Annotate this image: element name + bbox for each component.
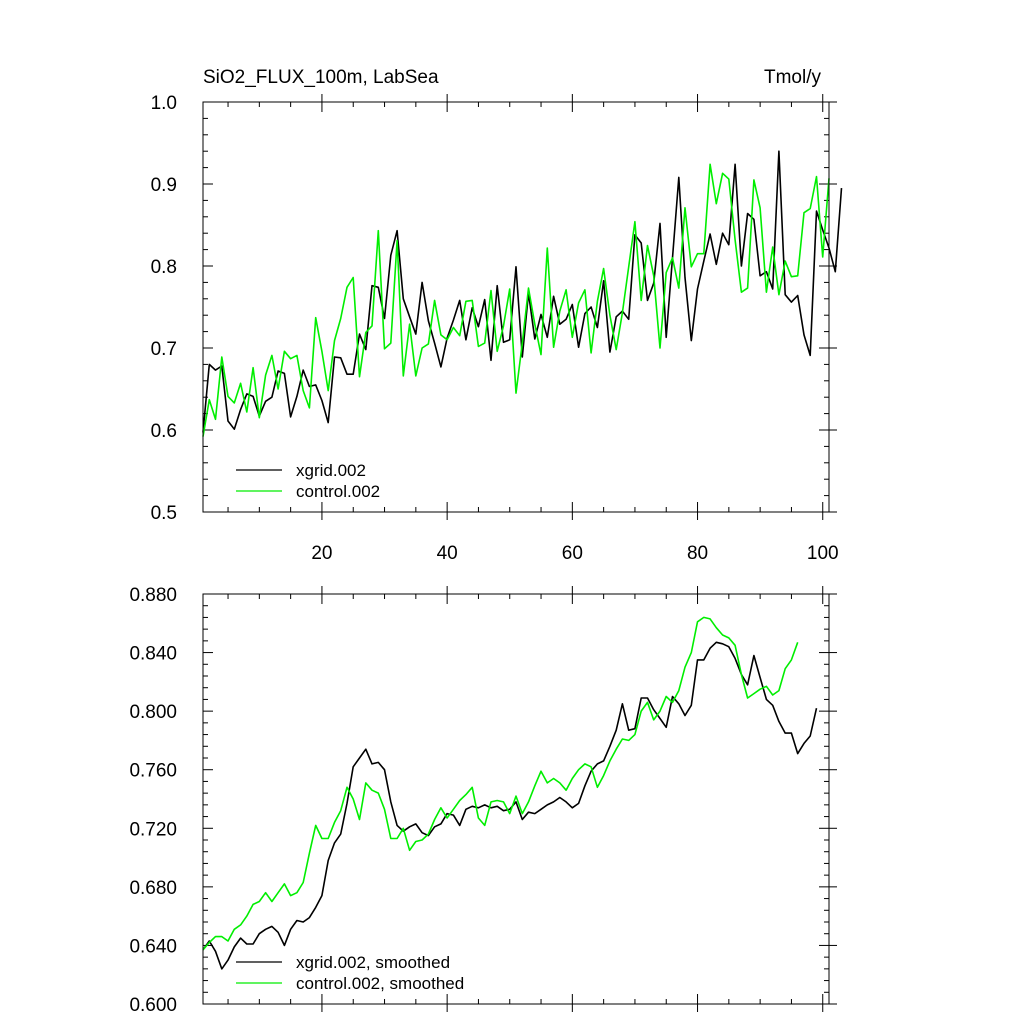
x-tick-label: 20 [311,543,332,564]
units-label: Tmol/y [764,67,822,88]
y-tick-label: 0.880 [129,585,177,606]
y-tick-label: 0.8 [151,257,177,278]
series-line-xgrid-002-smoothed [202,641,818,970]
series-line-control-002 [202,163,830,437]
legend: xgrid.002, smoothed control.002, smoothe… [236,953,464,993]
chart-title: SiO2_FLUX_100m, LabSea [203,67,439,88]
legend-label-xgrid: xgrid.002 [296,461,366,480]
y-tick-label: 0.600 [129,995,177,1016]
plot-frame [202,101,830,513]
y-tick-label: 0.680 [129,878,177,899]
y-tick-label: 0.720 [129,819,177,840]
y-tick-label: 0.6 [151,421,177,442]
tick-labels: 0.600 0.640 0.680 0.720 0.760 0.800 0.840 0.880 [129,585,177,1016]
x-tick-label: 60 [562,543,583,564]
y-tick-label: 0.5 [151,503,177,524]
legend: xgrid.002 control.002 [236,461,380,501]
y-tick-label: 1.0 [151,93,177,114]
y-tick-label: 0.9 [151,175,177,196]
series-line-control-002-smoothed [202,616,799,951]
series-lines [202,150,843,437]
bottom-panel: 0.600 0.640 0.680 0.720 0.760 0.800 0.840 0.880… [129,585,837,1016]
y-tick-label: 0.640 [129,936,177,957]
legend-label-control-smoothed: control.002, smoothed [296,974,464,993]
axis-ticks [203,94,837,520]
axis-ticks [203,586,837,1012]
series-lines [202,616,818,970]
top-panel: SiO2_FLUX_100m, LabSea Tmol/y 20 40 60 80 10… [151,67,843,564]
series-line-xgrid-002 [202,150,843,433]
plot-frame [202,593,830,1005]
y-tick-label: 0.840 [129,644,177,665]
x-tick-label: 80 [687,543,708,564]
y-tick-label: 0.760 [129,761,177,782]
legend-label-control: control.002 [296,482,380,501]
y-tick-label: 0.7 [151,339,177,360]
x-tick-label: 100 [807,543,839,564]
y-tick-label: 0.800 [129,702,177,723]
tick-labels: 20 40 60 80 100 0.5 0.6 0.7 0.8 0.9 1.0 [151,93,839,564]
legend-label-xgrid-smoothed: xgrid.002, smoothed [296,953,450,972]
x-tick-label: 40 [437,543,458,564]
